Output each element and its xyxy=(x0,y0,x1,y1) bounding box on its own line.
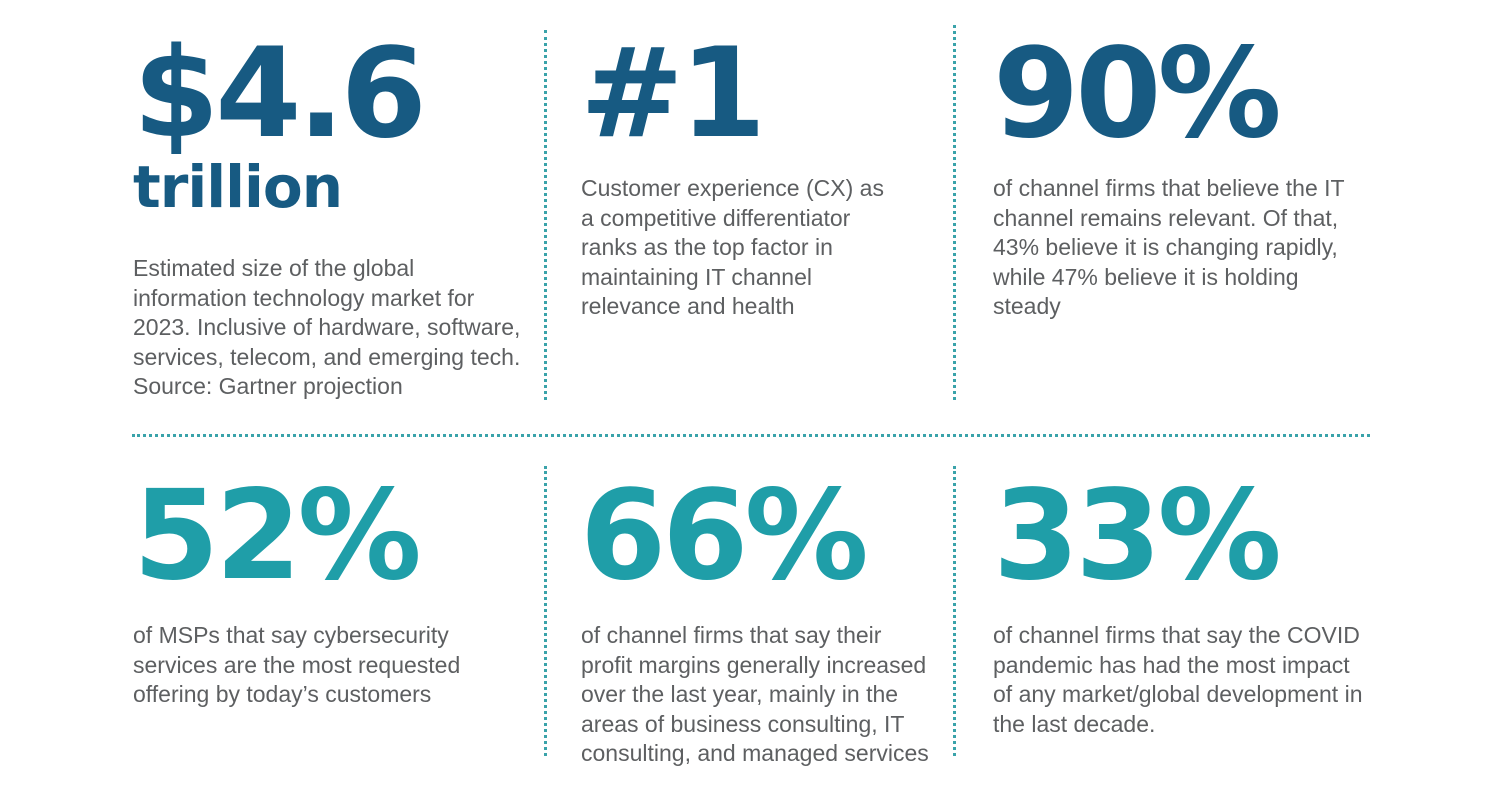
stat-description-cybersecurity: of MSPs that say cybersecurity services … xyxy=(133,622,461,707)
stat-description-channel-relevance: of channel firms that believe the IT cha… xyxy=(993,175,1345,319)
stat-description-covid-impact: of channel firms that say the COVID pand… xyxy=(993,622,1363,737)
stat-description-market-size: Estimated size of the global information… xyxy=(133,255,521,399)
stat-market-size: $4.6 trillion xyxy=(133,22,427,221)
stat-value: 66% xyxy=(580,464,869,608)
stat-covid-impact: 33% xyxy=(993,464,1282,608)
stat-value: 52% xyxy=(133,464,422,608)
divider-vertical-top-1 xyxy=(544,30,547,400)
stat-value: $4.6 xyxy=(133,22,427,166)
stat-channel-relevance: 90% xyxy=(993,22,1282,166)
divider-vertical-bottom-1 xyxy=(544,466,547,756)
stat-unit: trillion xyxy=(133,153,343,221)
stat-value: 33% xyxy=(993,464,1282,608)
stat-cybersecurity: 52% xyxy=(133,464,422,608)
stat-top-factor: #1 xyxy=(580,22,766,166)
stat-value: #1 xyxy=(580,22,766,166)
stat-value: 90% xyxy=(993,22,1282,166)
stat-description-top-factor: Customer experience (CX) as a competitiv… xyxy=(581,175,884,319)
divider-vertical-bottom-2 xyxy=(953,466,956,756)
divider-vertical-top-2 xyxy=(953,25,956,400)
divider-horizontal xyxy=(132,434,1370,437)
stat-description-profit-margins: of channel firms that say their profit m… xyxy=(581,622,929,766)
stat-profit-margins: 66% xyxy=(580,464,869,608)
